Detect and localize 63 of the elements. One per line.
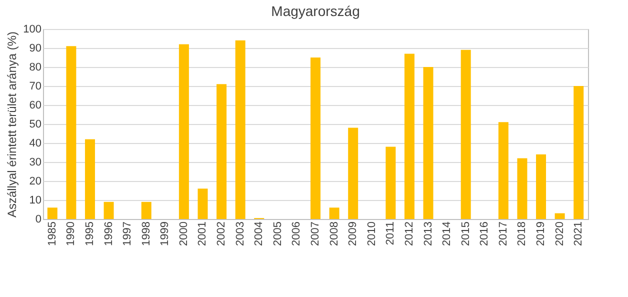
bar [536, 154, 546, 219]
bar [216, 84, 227, 219]
y-tick-label: 50 [29, 118, 42, 130]
y-tick-label: 80 [29, 62, 42, 74]
x-tick-label: 2004 [253, 222, 266, 246]
bar [198, 188, 208, 219]
x-tick-label: 2020 [554, 222, 566, 246]
y-tick-label: 30 [29, 156, 42, 168]
bar [235, 40, 246, 219]
x-tick-label: 2009 [347, 222, 360, 246]
x-tick-label: 2006 [290, 222, 303, 246]
x-tick-label: 2003 [234, 222, 246, 246]
x-tick-label: 1996 [102, 222, 115, 246]
bar [517, 158, 528, 219]
x-tick-label: 2019 [535, 222, 548, 246]
bar [574, 86, 584, 219]
x-tick-label: 2014 [441, 222, 454, 246]
x-tick-label: 2011 [384, 222, 397, 246]
y-tick-label: 10 [29, 194, 42, 206]
y-tick-label: 40 [29, 138, 42, 150]
x-tick-label: 1997 [122, 222, 134, 246]
y-tick-label: 70 [29, 80, 42, 92]
x-tick-label: 2016 [478, 222, 491, 246]
x-tick-label: 1998 [140, 222, 152, 246]
bar [84, 139, 95, 219]
x-tick-label: 2005 [272, 222, 284, 246]
bar [310, 58, 320, 219]
bar [141, 202, 152, 219]
bar [329, 208, 340, 219]
x-tick-label: 2015 [460, 222, 472, 246]
chart-title: Magyarország [271, 3, 360, 19]
bar [47, 208, 58, 219]
y-tick-label: 90 [29, 42, 42, 54]
x-tick-label: 2018 [516, 222, 528, 246]
x-tick-label: 1995 [84, 222, 96, 246]
x-tick-label: 2008 [328, 222, 340, 246]
x-tick-label: 2017 [497, 222, 510, 246]
x-tick-label: 2001 [196, 222, 209, 246]
bar [66, 46, 76, 219]
x-tick-label: 1999 [159, 222, 172, 246]
y-tick-label: 0 [35, 214, 42, 226]
bar [104, 202, 114, 219]
x-tick-label: 2012 [403, 222, 416, 246]
x-tick-label: 2007 [310, 222, 322, 246]
bar [348, 128, 358, 219]
x-tick-label: 1990 [65, 222, 78, 246]
bar [178, 44, 189, 219]
bar [386, 146, 396, 219]
y-axis-title: Aszállyal érintett terület aránya (%) [5, 31, 20, 218]
bar [554, 213, 565, 219]
x-tick-label: 2013 [422, 222, 434, 246]
x-tick-label: 1985 [46, 222, 58, 246]
x-tick-label: 2010 [366, 222, 378, 246]
y-tick-label: 20 [29, 176, 42, 188]
x-tick-label: 2000 [178, 222, 190, 246]
bar [423, 67, 434, 219]
y-tick-label: 100 [23, 24, 42, 36]
bar [498, 122, 508, 219]
bar [460, 50, 471, 219]
bar [404, 54, 414, 219]
x-tick-label: 2021 [572, 222, 585, 246]
x-tick-label: 2002 [216, 222, 228, 246]
y-tick-label: 60 [29, 100, 42, 112]
